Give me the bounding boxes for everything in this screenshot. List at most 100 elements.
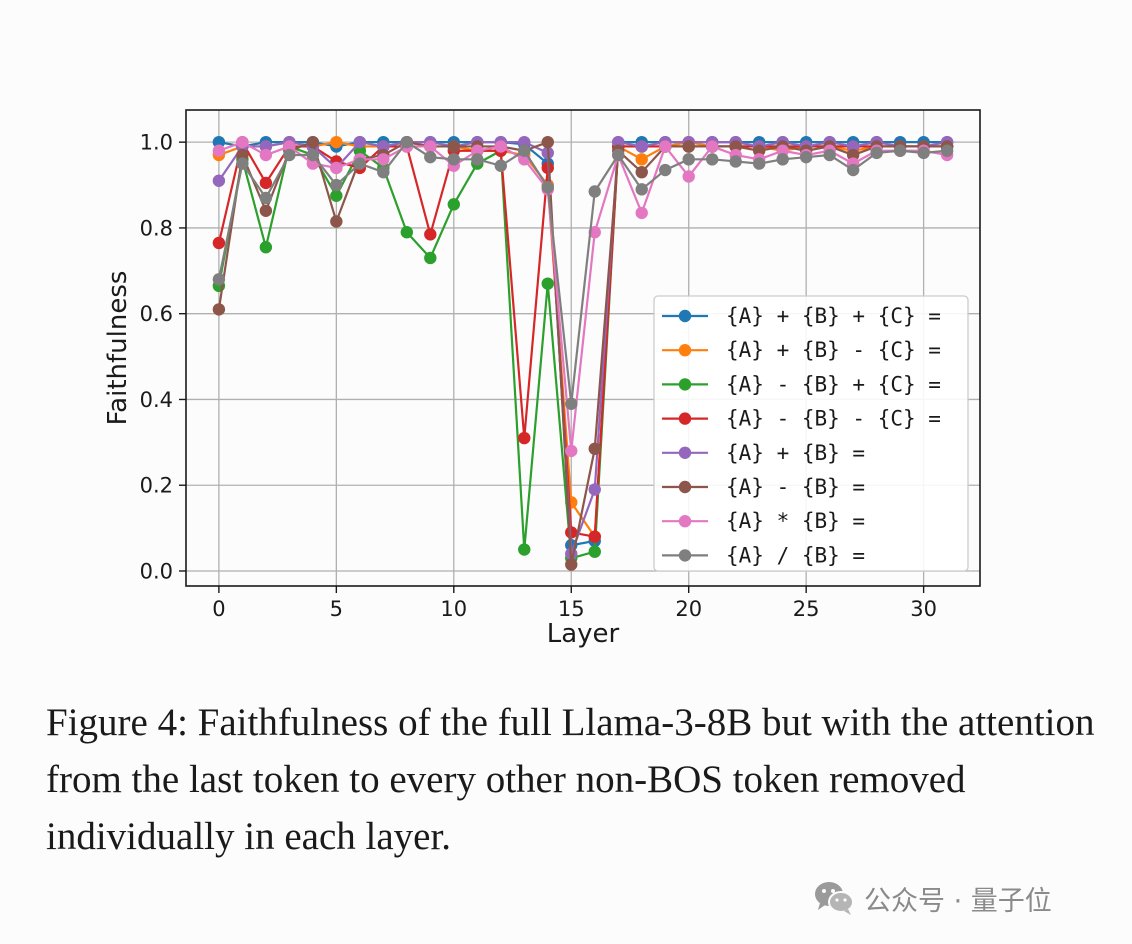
legend-entry: {A} * {B} =	[662, 509, 865, 533]
data-point	[330, 215, 343, 228]
data-point	[518, 135, 531, 149]
legend-entry: {A} - {B} =	[662, 475, 865, 499]
data-point	[283, 148, 296, 162]
data-point	[330, 161, 343, 175]
data-point	[306, 135, 320, 149]
data-point	[212, 174, 226, 187]
data-point	[212, 144, 226, 157]
faithfulness-line-chart: 0 5 10 15 20 25 30 0.0 0.2 0.4 0.6 0.8 1.0 Layer Faith…	[103, 109, 981, 649]
watermark-text: 公众号 · 量子位	[864, 885, 1052, 917]
data-point	[940, 144, 954, 157]
data-point	[635, 183, 648, 196]
data-point	[353, 144, 367, 157]
data-point	[306, 148, 320, 162]
legend-label: {A} - {B} - {C} =	[726, 407, 941, 431]
data-point	[729, 155, 742, 168]
legend-box	[653, 295, 969, 572]
data-point	[846, 163, 860, 177]
data-point	[377, 153, 390, 166]
data-point	[588, 545, 601, 558]
data-point	[424, 251, 437, 265]
data-point	[400, 135, 414, 149]
plot-frame	[185, 109, 981, 587]
data-point	[635, 140, 648, 153]
legend-entry: {A} + {B} - {C} =	[662, 338, 941, 362]
data-point	[541, 277, 554, 290]
data-point	[471, 144, 484, 157]
y-tick-label: 0.6	[140, 302, 173, 326]
data-point	[259, 191, 273, 205]
data-point	[377, 140, 390, 153]
x-tick-label: 30	[910, 597, 937, 621]
data-point	[400, 226, 414, 239]
data-point	[752, 144, 766, 157]
legend-entry: {A} - {B} + {C} =	[662, 372, 941, 396]
data-point	[635, 165, 648, 179]
watermark: 公众号 · 量子位	[812, 876, 1052, 920]
legend-marker	[678, 412, 692, 425]
data-point	[518, 431, 531, 445]
data-point	[259, 204, 273, 217]
data-point	[659, 163, 672, 177]
legend-marker	[678, 378, 692, 391]
data-point	[752, 157, 766, 170]
data-point	[729, 140, 742, 153]
data-point	[706, 140, 719, 153]
data-point	[706, 153, 719, 166]
data-point	[259, 176, 273, 190]
data-point	[518, 543, 531, 556]
data-point	[799, 150, 813, 164]
data-point	[259, 140, 273, 153]
legend-marker	[678, 446, 692, 459]
data-point	[846, 140, 860, 153]
data-point	[588, 442, 601, 455]
x-tick-label: 10	[440, 597, 467, 621]
series-7	[212, 135, 954, 410]
data-point	[917, 146, 930, 160]
data-point	[635, 206, 648, 220]
x-tick-label: 0	[212, 597, 225, 621]
data-point	[330, 135, 343, 149]
data-point	[212, 135, 226, 149]
data-point	[612, 148, 625, 162]
data-point	[447, 198, 460, 211]
data-point	[846, 148, 860, 162]
data-point	[565, 558, 578, 571]
legend-entry: {A} + {B} + {C} =	[662, 304, 941, 328]
data-point	[353, 135, 367, 149]
data-point	[635, 153, 648, 166]
x-tick-label: 20	[675, 597, 702, 621]
data-point	[236, 148, 249, 162]
legend-label: {A} * {B} =	[726, 509, 865, 533]
y-axis-label: Faithfulness	[103, 271, 133, 426]
legend-marker	[678, 344, 692, 357]
data-point	[870, 146, 883, 160]
data-point	[776, 153, 789, 166]
y-tick-label: 0.8	[140, 216, 173, 240]
data-point	[236, 135, 249, 149]
y-tick-label: 1.0	[140, 131, 173, 155]
data-point	[612, 135, 625, 149]
data-point	[565, 444, 578, 458]
legend-label: {A} + {B} =	[726, 441, 865, 465]
axes: 0 5 10 15 20 25 30 0.0 0.2 0.4 0.6 0.8 1.0 Layer Faith…	[103, 109, 981, 649]
data-point	[682, 170, 695, 183]
x-tick-label: 5	[330, 597, 343, 621]
data-point	[283, 140, 296, 153]
data-point	[823, 148, 836, 162]
data-point	[588, 530, 601, 543]
data-point	[259, 241, 273, 254]
data-point	[212, 273, 226, 286]
legend: {A} + {B} + {C} = {A} + {B} - {C} = {A} - …	[653, 295, 969, 572]
legend-label: {A} + {B} - {C} =	[726, 338, 941, 362]
data-point	[471, 153, 484, 166]
data-point	[236, 157, 249, 170]
data-point	[682, 140, 695, 153]
data-point	[776, 144, 789, 157]
data-point	[893, 144, 907, 157]
y-tick-label: 0.2	[140, 474, 173, 498]
data-point	[565, 397, 578, 410]
data-point	[330, 178, 343, 192]
figure-caption: Figure 4: Faithfulness of the full Llama…	[46, 701, 1095, 858]
